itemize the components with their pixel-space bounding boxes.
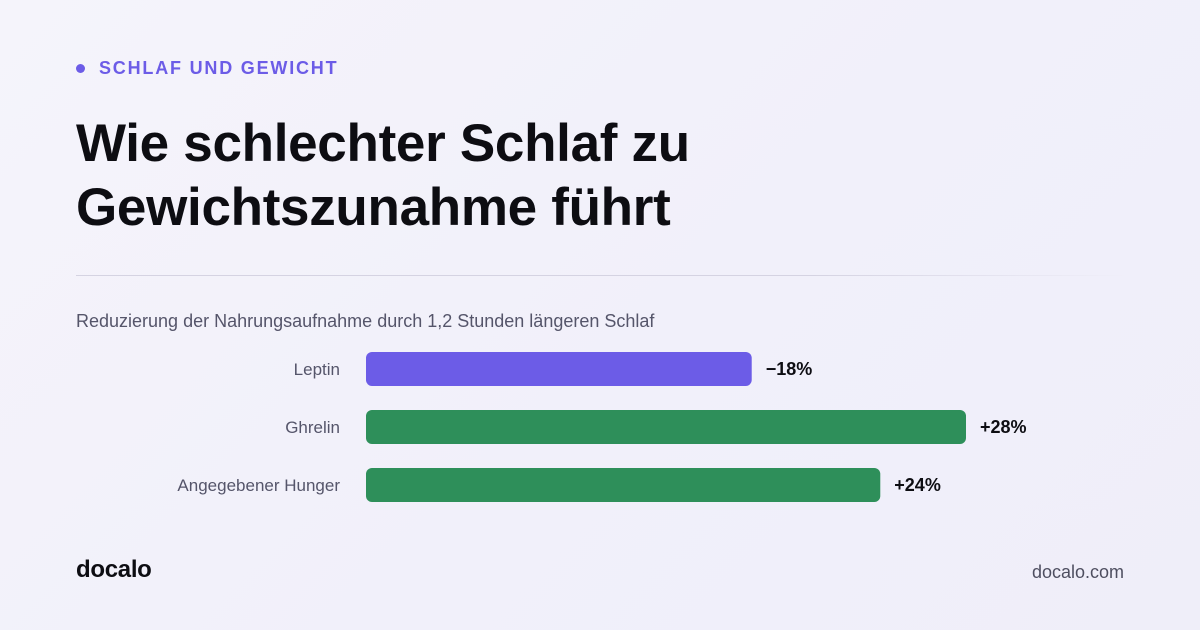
kicker-dot-icon (76, 64, 85, 73)
bar-angegebener-hunger (366, 468, 881, 502)
divider (76, 275, 1126, 276)
kicker: SCHLAF UND GEWICHT (76, 58, 338, 79)
bar-ghrelin (366, 410, 966, 444)
value-label: +28% (980, 417, 1027, 437)
category-label: Leptin (294, 360, 340, 379)
bar-leptin (366, 352, 752, 386)
page-title: Wie schlechter Schlaf zu Gewichtszunahme… (76, 114, 690, 237)
bar-chart: Leptin −18% Ghrelin +28% Angegebener Hunger +… (177, 352, 1027, 502)
value-label: −18% (766, 359, 813, 379)
chart-subtitle: Reduzierung der Nahrungsaufnahme durch 1… (76, 311, 655, 331)
category-label: Ghrelin (285, 418, 340, 437)
kicker-text: SCHLAF UND GEWICHT (99, 58, 339, 78)
brand-logo: docalo (76, 556, 152, 583)
footer-url: docalo.com (1031, 562, 1124, 582)
value-label: +24% (894, 475, 941, 495)
category-label: Angegebener Hunger (177, 476, 340, 495)
